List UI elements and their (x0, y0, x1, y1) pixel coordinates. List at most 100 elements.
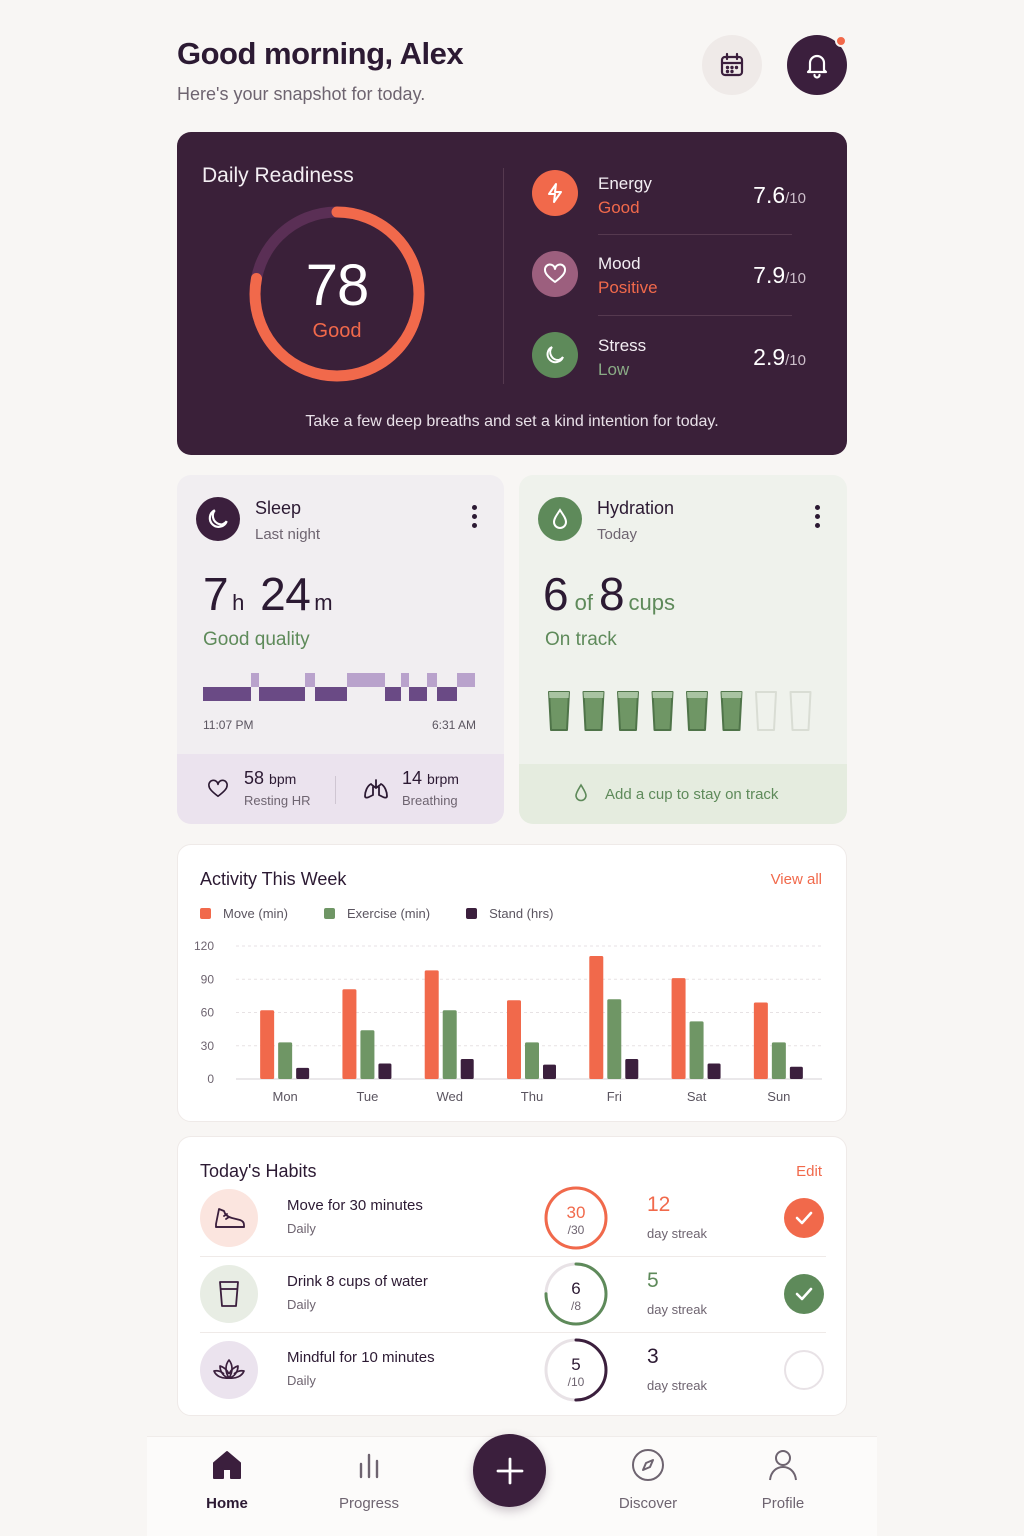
hydration-card[interactable]: Hydration Today 6 of 8 cups On track Add a … (519, 475, 847, 824)
nav-label: Home (206, 1495, 248, 1512)
bolt-icon (532, 170, 578, 216)
cup-8 (789, 691, 812, 731)
nav-label: Discover (618, 1495, 678, 1512)
habit-divider (200, 1332, 826, 1333)
metric-state: Positive (598, 278, 658, 297)
habit-row[interactable]: Drink 8 cups of water Daily 6 /8 5 day s… (200, 1257, 826, 1333)
metric-name: Energy (598, 174, 652, 193)
habit-name: Drink 8 cups of water (287, 1273, 428, 1290)
bar-move-thu (507, 1000, 521, 1079)
habit-frequency: Daily (287, 1297, 316, 1312)
bar-stand-mon (296, 1067, 310, 1079)
greeting-subtitle: Here's your snapshot for today. (177, 84, 426, 104)
y-tick-label: 60 (201, 1006, 215, 1020)
metric-divider (598, 315, 792, 316)
bar-exercise-fri (607, 999, 622, 1079)
x-tick-label: Wed (436, 1089, 463, 1104)
nav-home[interactable]: Home (177, 1445, 277, 1512)
add-button[interactable] (473, 1434, 546, 1507)
metric-state: Low (598, 360, 630, 379)
metric-divider (598, 234, 792, 235)
sleep-end-time: 6:31 AM (431, 718, 476, 732)
activity-chart: 0 30 60 90 120 Mon Tue Wed Thu Fri Sat Sun (194, 939, 822, 1104)
habit-checkbox[interactable] (784, 1198, 824, 1238)
metric-value: 7.6/10 (753, 182, 806, 208)
add-icon (496, 1457, 523, 1484)
x-tick-label: Thu (521, 1089, 543, 1104)
x-tick-label: Sat (687, 1089, 707, 1104)
metric-energy[interactable]: Energy Good 7.6/10 (532, 168, 818, 248)
sleep-quality: Good quality (203, 629, 310, 650)
habit-max: /30 (567, 1223, 585, 1237)
cup-7 (755, 691, 777, 731)
home-icon (177, 1445, 277, 1485)
nav-label: Progress (338, 1495, 400, 1512)
y-tick-label: 90 (201, 972, 215, 986)
hydration-cups (548, 691, 812, 731)
legend-item: Stand (hrs) (466, 906, 553, 921)
habits-title: Today's Habits (200, 1161, 317, 1181)
chart-legend: Move (min) Exercise (min) Stand (hrs) (200, 906, 589, 921)
y-tick-label: 120 (194, 939, 214, 953)
edit-habits-link[interactable]: Edit (796, 1163, 822, 1180)
readiness-title: Daily Readiness (202, 164, 354, 187)
x-tick-label: Tue (356, 1089, 378, 1104)
cup-4 (651, 691, 674, 731)
add-cup-label: Add a cup to stay on track (605, 785, 779, 803)
bar-chart-icon (319, 1445, 419, 1485)
breathing-rate: 14 brpm Breathing (402, 768, 459, 808)
habit-streak-label: day streak (647, 1378, 707, 1393)
bar-exercise-wed (442, 1010, 457, 1079)
lotus-icon (200, 1341, 258, 1399)
bar-stand-wed (460, 1059, 474, 1079)
habit-name: Mindful for 10 minutes (287, 1349, 435, 1366)
hydration-more-button[interactable] (815, 505, 821, 532)
bar-move-sun (753, 1002, 768, 1079)
user-icon (733, 1445, 833, 1485)
hydration-status: On track (545, 629, 617, 650)
bar-exercise-sun (771, 1042, 786, 1079)
bar-exercise-tue (360, 1030, 375, 1079)
habit-row[interactable]: Move for 30 minutes Daily 30 /30 12 day … (200, 1181, 826, 1257)
water-drop-icon (575, 783, 587, 802)
habits-card[interactable]: Today's Habits Edit Move for 30 minutes … (177, 1136, 847, 1416)
habit-streak-label: day streak (647, 1226, 707, 1241)
bell-icon (806, 54, 828, 79)
nav-progress[interactable]: Progress (319, 1445, 419, 1512)
cup-3 (617, 691, 639, 731)
habit-row[interactable]: Mindful for 10 minutes Daily 5 /10 3 day… (200, 1333, 826, 1409)
moon-icon (532, 332, 578, 378)
bar-exercise-sat (689, 1021, 704, 1079)
compass-icon (598, 1445, 698, 1485)
nav-discover[interactable]: Discover (598, 1445, 698, 1512)
metric-stress[interactable]: Stress Low 2.9/10 (532, 330, 818, 410)
cup-1 (548, 691, 570, 731)
habit-checkbox[interactable] (784, 1350, 824, 1390)
nav-profile[interactable]: Profile (733, 1445, 833, 1512)
x-tick-label: Fri (607, 1089, 622, 1104)
metric-value: 7.9/10 (753, 262, 806, 288)
readiness-divider (503, 168, 504, 384)
cup-2 (582, 691, 605, 731)
metric-mood[interactable]: Mood Positive 7.9/10 (532, 248, 818, 328)
habit-checkbox[interactable] (784, 1274, 824, 1314)
notifications-button[interactable] (787, 35, 847, 95)
daily-readiness-card[interactable]: Daily Readiness 78 Good Energy Good 7.6/… (177, 132, 847, 455)
habit-progress-ring (544, 1186, 608, 1250)
calendar-button[interactable] (702, 35, 762, 95)
activity-card[interactable]: Activity This Week View all Move (min) E… (177, 844, 847, 1122)
sleep-hypnogram (203, 673, 475, 701)
nav-label: Profile (761, 1495, 805, 1512)
moon-icon (196, 497, 240, 541)
habit-streak: 3 (647, 1345, 659, 1368)
readiness-score-label: Good (312, 320, 362, 342)
y-tick-label: 30 (201, 1039, 215, 1053)
add-cup-button[interactable]: Add a cup to stay on track (519, 764, 847, 824)
heart-icon (208, 779, 228, 798)
metric-name: Mood (598, 254, 641, 273)
sleep-more-button[interactable] (472, 505, 478, 532)
view-all-link[interactable]: View all (770, 871, 822, 888)
bar-move-mon (260, 1010, 275, 1079)
legend-item: Exercise (min) (324, 906, 430, 921)
